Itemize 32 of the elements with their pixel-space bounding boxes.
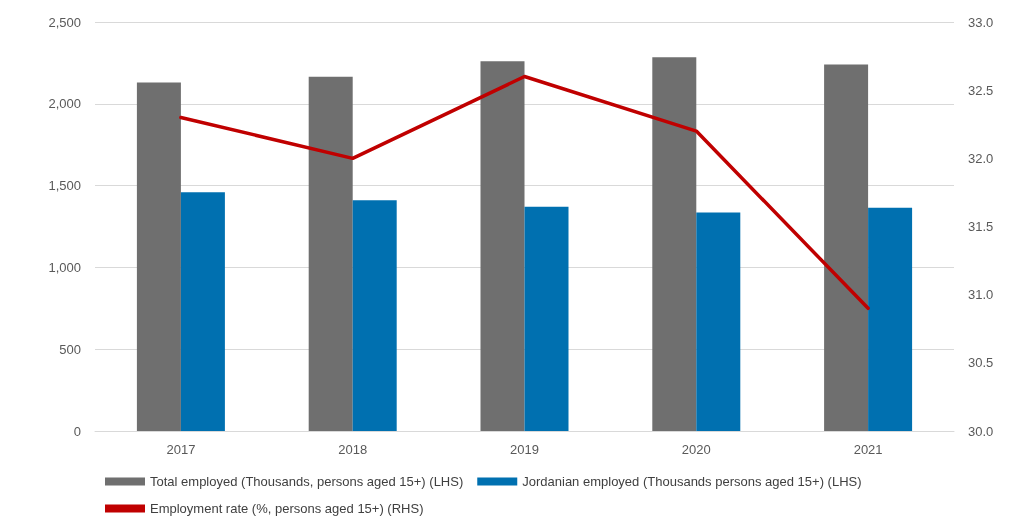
- y-tick-label: 2,500: [48, 14, 81, 30]
- bar: [868, 207, 913, 431]
- bar: [480, 61, 525, 431]
- y2-tick-label: 30.5: [968, 355, 994, 371]
- bar: [136, 82, 181, 431]
- y-tick-label: 2,000: [48, 96, 81, 112]
- legend-label: Total employed (Thousands, persons aged 15+) (LHS): [150, 474, 464, 489]
- bar: [696, 212, 741, 431]
- line-series: [179, 74, 870, 311]
- bar: [652, 57, 697, 431]
- y2-tick-label: 30.0: [968, 423, 994, 439]
- bar: [180, 192, 225, 431]
- y2-tick-label: 32.0: [968, 150, 994, 166]
- bar: [308, 76, 353, 431]
- x-tick-label: 2018: [338, 442, 368, 457]
- y2-tick-label: 32.5: [968, 82, 994, 98]
- legend-label: Jordanian employed (Thousands persons aged 15+) (LHS): [522, 474, 862, 489]
- y-tick-label: 0: [73, 423, 81, 439]
- bar: [524, 206, 569, 431]
- x-tick-label: 2017: [166, 442, 196, 457]
- y2-tick-label: 31.5: [968, 219, 994, 234]
- bar: [824, 64, 869, 431]
- x-tick-label: 2021: [853, 442, 883, 457]
- bar: [352, 200, 397, 431]
- y-tick-label: 1,000: [48, 259, 81, 275]
- x-tick-label: 2020: [681, 442, 711, 457]
- x-tick-label: 2019: [510, 442, 539, 457]
- legend-label: Employment rate (%, persons aged 15+) (RHS): [150, 501, 424, 516]
- y2-tick-label: 31.0: [968, 287, 994, 303]
- y-tick-label: 1,500: [48, 178, 81, 194]
- y-tick-label: 500: [59, 341, 81, 357]
- y2-tick-label: 33.0: [968, 14, 994, 30]
